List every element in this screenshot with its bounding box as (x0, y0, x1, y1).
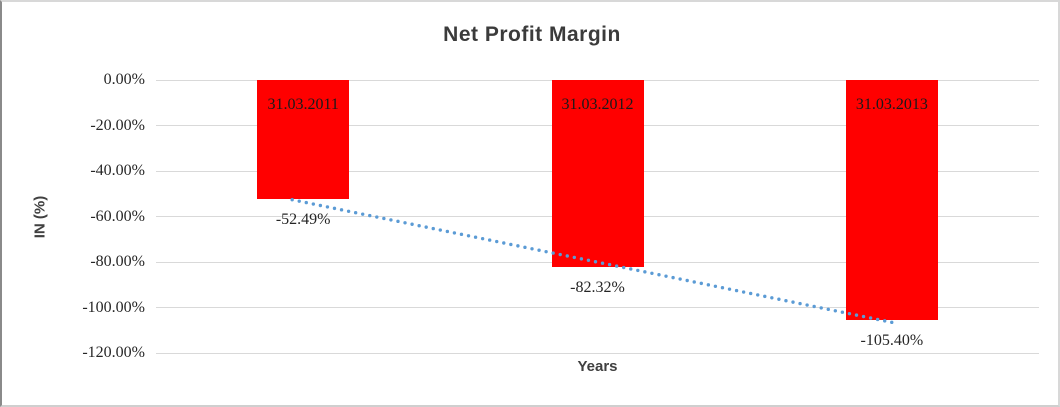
bar-category-label: 31.03.2011 (267, 96, 339, 113)
y-tick-label: -100.00% (82, 298, 145, 316)
bar-category-label: 31.03.2013 (855, 96, 928, 113)
bar-value-label: -52.49% (275, 211, 331, 229)
y-tick-label: -80.00% (90, 253, 145, 270)
bar-value-label: -105.40% (860, 331, 924, 349)
y-gridline (156, 352, 1039, 354)
y-tick-label: 0.00% (103, 71, 145, 88)
x-axis-title: Years (577, 358, 618, 375)
bar[interactable]: 31.03.2013 (845, 80, 938, 320)
y-tick-label: -20.00% (90, 116, 145, 134)
chart-title: Net Profit Margin (443, 23, 621, 46)
y-tick-label: -40.00% (90, 162, 145, 179)
bar-value-label: -82.32% (570, 279, 625, 297)
y-tick-label: -60.00% (90, 207, 145, 225)
bar[interactable]: 31.03.2012 (551, 80, 644, 268)
bar[interactable]: 31.03.2011 (257, 80, 350, 200)
y-tick-label: -120.00% (82, 344, 145, 361)
bar-category-label: 31.03.2012 (561, 96, 634, 113)
